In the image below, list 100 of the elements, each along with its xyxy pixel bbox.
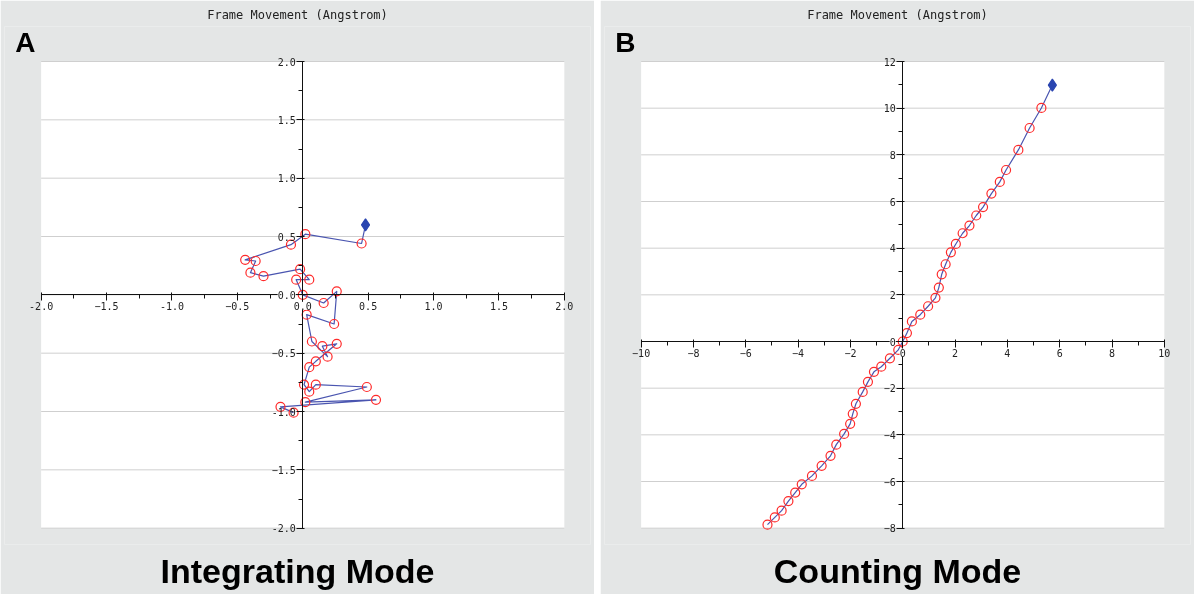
point <box>300 397 311 408</box>
point <box>923 301 934 312</box>
point <box>762 519 773 530</box>
x-tick-label: 2.0 <box>555 300 574 312</box>
x-tick-label: -2.0 <box>29 300 54 312</box>
point <box>940 259 951 270</box>
point <box>971 210 982 221</box>
point <box>964 220 975 231</box>
x-tick-label: 2 <box>952 347 959 359</box>
y-tick-label: −2 <box>883 383 896 395</box>
point <box>245 267 256 278</box>
point <box>318 297 329 309</box>
y-tick-label: 6 <box>889 196 896 208</box>
point <box>1024 122 1035 134</box>
x-tick-label: 0.5 <box>359 300 378 312</box>
point <box>304 362 315 373</box>
y-tick-label: −8 <box>883 523 896 535</box>
point <box>360 218 371 232</box>
point <box>868 366 880 377</box>
x-tick-label: −2 <box>844 347 857 359</box>
point <box>300 229 311 240</box>
point <box>329 318 340 330</box>
x-tick-label: 0 <box>899 347 906 359</box>
y-tick-label: 1.5 <box>277 114 296 126</box>
point <box>331 338 342 349</box>
point <box>831 439 842 450</box>
text: Integrating Mode <box>160 551 435 590</box>
x-tick-label: −0.5 <box>225 300 250 312</box>
point <box>322 351 333 362</box>
x-tick-label: 6 <box>1056 347 1063 359</box>
point <box>977 202 989 213</box>
text: B <box>615 26 636 58</box>
point <box>994 176 1005 187</box>
x-tick-label: 4 <box>1004 347 1011 359</box>
point <box>258 271 269 282</box>
point <box>301 309 312 320</box>
y-tick-label: 12 <box>883 56 896 68</box>
y-tick-label: 2.0 <box>277 56 296 68</box>
point <box>1047 78 1057 92</box>
y-tick-label: -2.0 <box>271 523 296 535</box>
x-tick-label: −4 <box>792 347 805 359</box>
point <box>776 505 787 516</box>
point <box>297 289 308 300</box>
point <box>857 386 868 397</box>
x-tick-label: 1.5 <box>489 300 508 312</box>
point <box>933 282 944 293</box>
y-tick-label: 0.0 <box>277 289 296 301</box>
point <box>850 398 861 409</box>
point <box>957 228 968 239</box>
point <box>825 450 836 461</box>
y-tick-label: 10 <box>883 103 896 115</box>
point <box>897 336 908 347</box>
x-tick-label: 10 <box>1158 347 1171 359</box>
text: A <box>15 26 36 58</box>
point <box>1000 164 1012 176</box>
y-tick-label: 0 <box>889 336 896 348</box>
point <box>304 386 315 397</box>
point <box>945 247 956 258</box>
x-tick-label: 0.0 <box>293 300 312 312</box>
point <box>361 381 372 393</box>
point <box>310 356 321 367</box>
point <box>370 394 382 405</box>
point <box>915 309 926 320</box>
point <box>901 328 913 339</box>
point <box>356 238 367 249</box>
point <box>1013 144 1024 156</box>
x-tick-label: −8 <box>687 347 700 359</box>
y-tick-label: −4 <box>883 429 896 441</box>
point <box>876 361 887 372</box>
point <box>769 512 780 523</box>
point <box>250 255 261 267</box>
point <box>295 264 306 275</box>
point <box>796 479 807 490</box>
point <box>936 269 947 280</box>
point <box>783 496 794 507</box>
point <box>884 353 896 364</box>
point <box>298 379 310 390</box>
point <box>310 379 321 390</box>
y-tick-label: 1.0 <box>277 173 296 185</box>
y-tick-label: 0.5 <box>277 231 296 243</box>
x-tick-label: −10 <box>632 347 651 359</box>
point <box>304 274 315 285</box>
point <box>816 460 827 471</box>
point <box>240 254 251 265</box>
point <box>950 238 961 250</box>
y-tick-label: 2 <box>889 289 896 301</box>
y-tick-label: 8 <box>889 149 896 161</box>
point <box>847 408 858 419</box>
text: Counting Mode <box>773 551 1022 590</box>
point <box>317 341 328 352</box>
point <box>845 418 856 429</box>
x-tick-label: −6 <box>739 347 752 359</box>
point <box>862 376 874 387</box>
point <box>986 188 997 199</box>
point <box>306 336 317 347</box>
chart-title: Frame Movement (Angstrom) <box>807 7 988 22</box>
point <box>839 428 850 439</box>
x-tick-label: 1.0 <box>424 300 443 312</box>
point <box>291 274 302 285</box>
point <box>806 470 818 481</box>
